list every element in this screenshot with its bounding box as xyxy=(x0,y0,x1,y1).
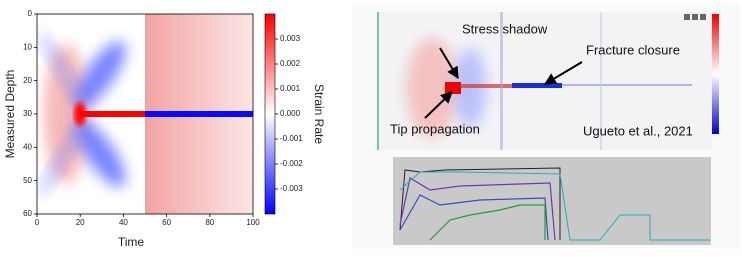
heatmap-field xyxy=(34,14,253,214)
x-axis-label: Time xyxy=(118,235,145,249)
colorbar-tick-label: 0.001 xyxy=(280,84,301,93)
y-tick-label: 50 xyxy=(23,176,32,185)
colorbar-tick-label: -0.001 xyxy=(280,134,303,143)
y-axis-label: Measured Depth xyxy=(3,70,17,159)
colorbar-tick-label: 0.003 xyxy=(280,34,301,43)
colorbar-tick-label: -0.003 xyxy=(280,184,303,193)
y-tick-label: 10 xyxy=(23,42,32,51)
colorbar-tick-label: 0.000 xyxy=(280,109,301,118)
y-tick-label: 60 xyxy=(23,209,32,218)
colorbar-tick-label: 0.002 xyxy=(280,59,301,68)
annotation: Stress shadow xyxy=(462,21,548,36)
x-tick-label: 40 xyxy=(119,218,128,227)
annotation: Tip propagation xyxy=(390,121,480,136)
figure: Time Measured Depth Strain Rate Stress s… xyxy=(0,0,742,252)
y-tick-label: 30 xyxy=(23,109,32,118)
y-tick-label: 20 xyxy=(23,76,32,85)
y-tick-label: 0 xyxy=(28,9,33,18)
x-tick-label: 80 xyxy=(205,218,214,227)
x-tick-label: 100 xyxy=(246,218,260,227)
colorbar-tick-label: -0.002 xyxy=(280,159,303,168)
annotation: Fracture closure xyxy=(586,42,680,57)
colorbar-label: Strain Rate xyxy=(312,84,326,144)
x-tick-label: 20 xyxy=(76,218,85,227)
x-tick-label: 60 xyxy=(162,218,171,227)
x-tick-label: 0 xyxy=(35,218,40,227)
y-tick-label: 40 xyxy=(23,142,32,151)
citation: Ugueto et al., 2021 xyxy=(583,123,693,138)
colorbar xyxy=(265,14,275,214)
